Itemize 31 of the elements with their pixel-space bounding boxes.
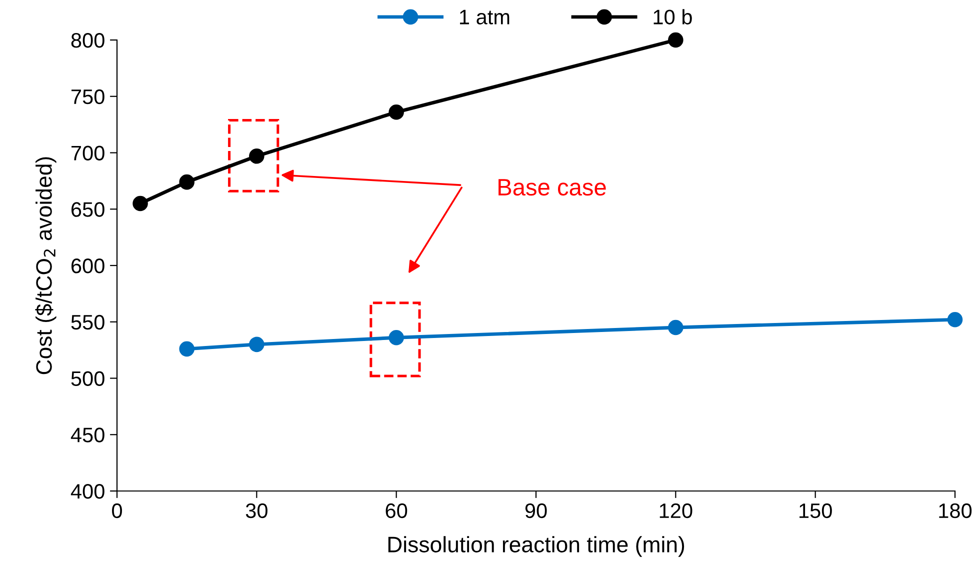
point bbox=[668, 320, 684, 336]
y-tick-label: 650 bbox=[71, 202, 104, 217]
x-tick-label: 90 bbox=[525, 503, 547, 518]
y-tick-label: 400 bbox=[70, 484, 104, 499]
point bbox=[947, 312, 963, 328]
point bbox=[249, 148, 264, 164]
point bbox=[249, 336, 264, 352]
point bbox=[179, 341, 194, 357]
y-axis-title: Cost ($/tCO$_{2}$ avoided) bbox=[35, 157, 56, 374]
x-tick-label: 60 bbox=[386, 503, 408, 518]
x-tick-label: 180 bbox=[939, 503, 972, 518]
x-tick-label: 0 bbox=[112, 503, 122, 518]
point bbox=[388, 104, 404, 120]
point bbox=[132, 196, 148, 212]
y-tick-label: 700 bbox=[72, 146, 104, 161]
legend-label: 1 atm bbox=[460, 10, 510, 24]
x-tick-label: 120 bbox=[660, 503, 692, 518]
legend-label: 10 b bbox=[654, 9, 692, 24]
point bbox=[179, 174, 194, 190]
point bbox=[388, 330, 404, 346]
y-tick-label: 550 bbox=[71, 314, 104, 330]
x-tick-label: 150 bbox=[800, 503, 832, 518]
y-tick-label: 750 bbox=[72, 89, 104, 104]
y-tick-label: 800 bbox=[71, 33, 104, 48]
x-axis-title: Dissolution reaction time (min) bbox=[388, 536, 684, 557]
point bbox=[668, 32, 684, 48]
y-tick-label: 450 bbox=[70, 428, 104, 442]
y-tick-label: 500 bbox=[71, 371, 104, 386]
y-tick-label: 600 bbox=[71, 258, 104, 274]
x-tick-label: 30 bbox=[246, 503, 268, 518]
annotation: Base case bbox=[498, 179, 606, 196]
